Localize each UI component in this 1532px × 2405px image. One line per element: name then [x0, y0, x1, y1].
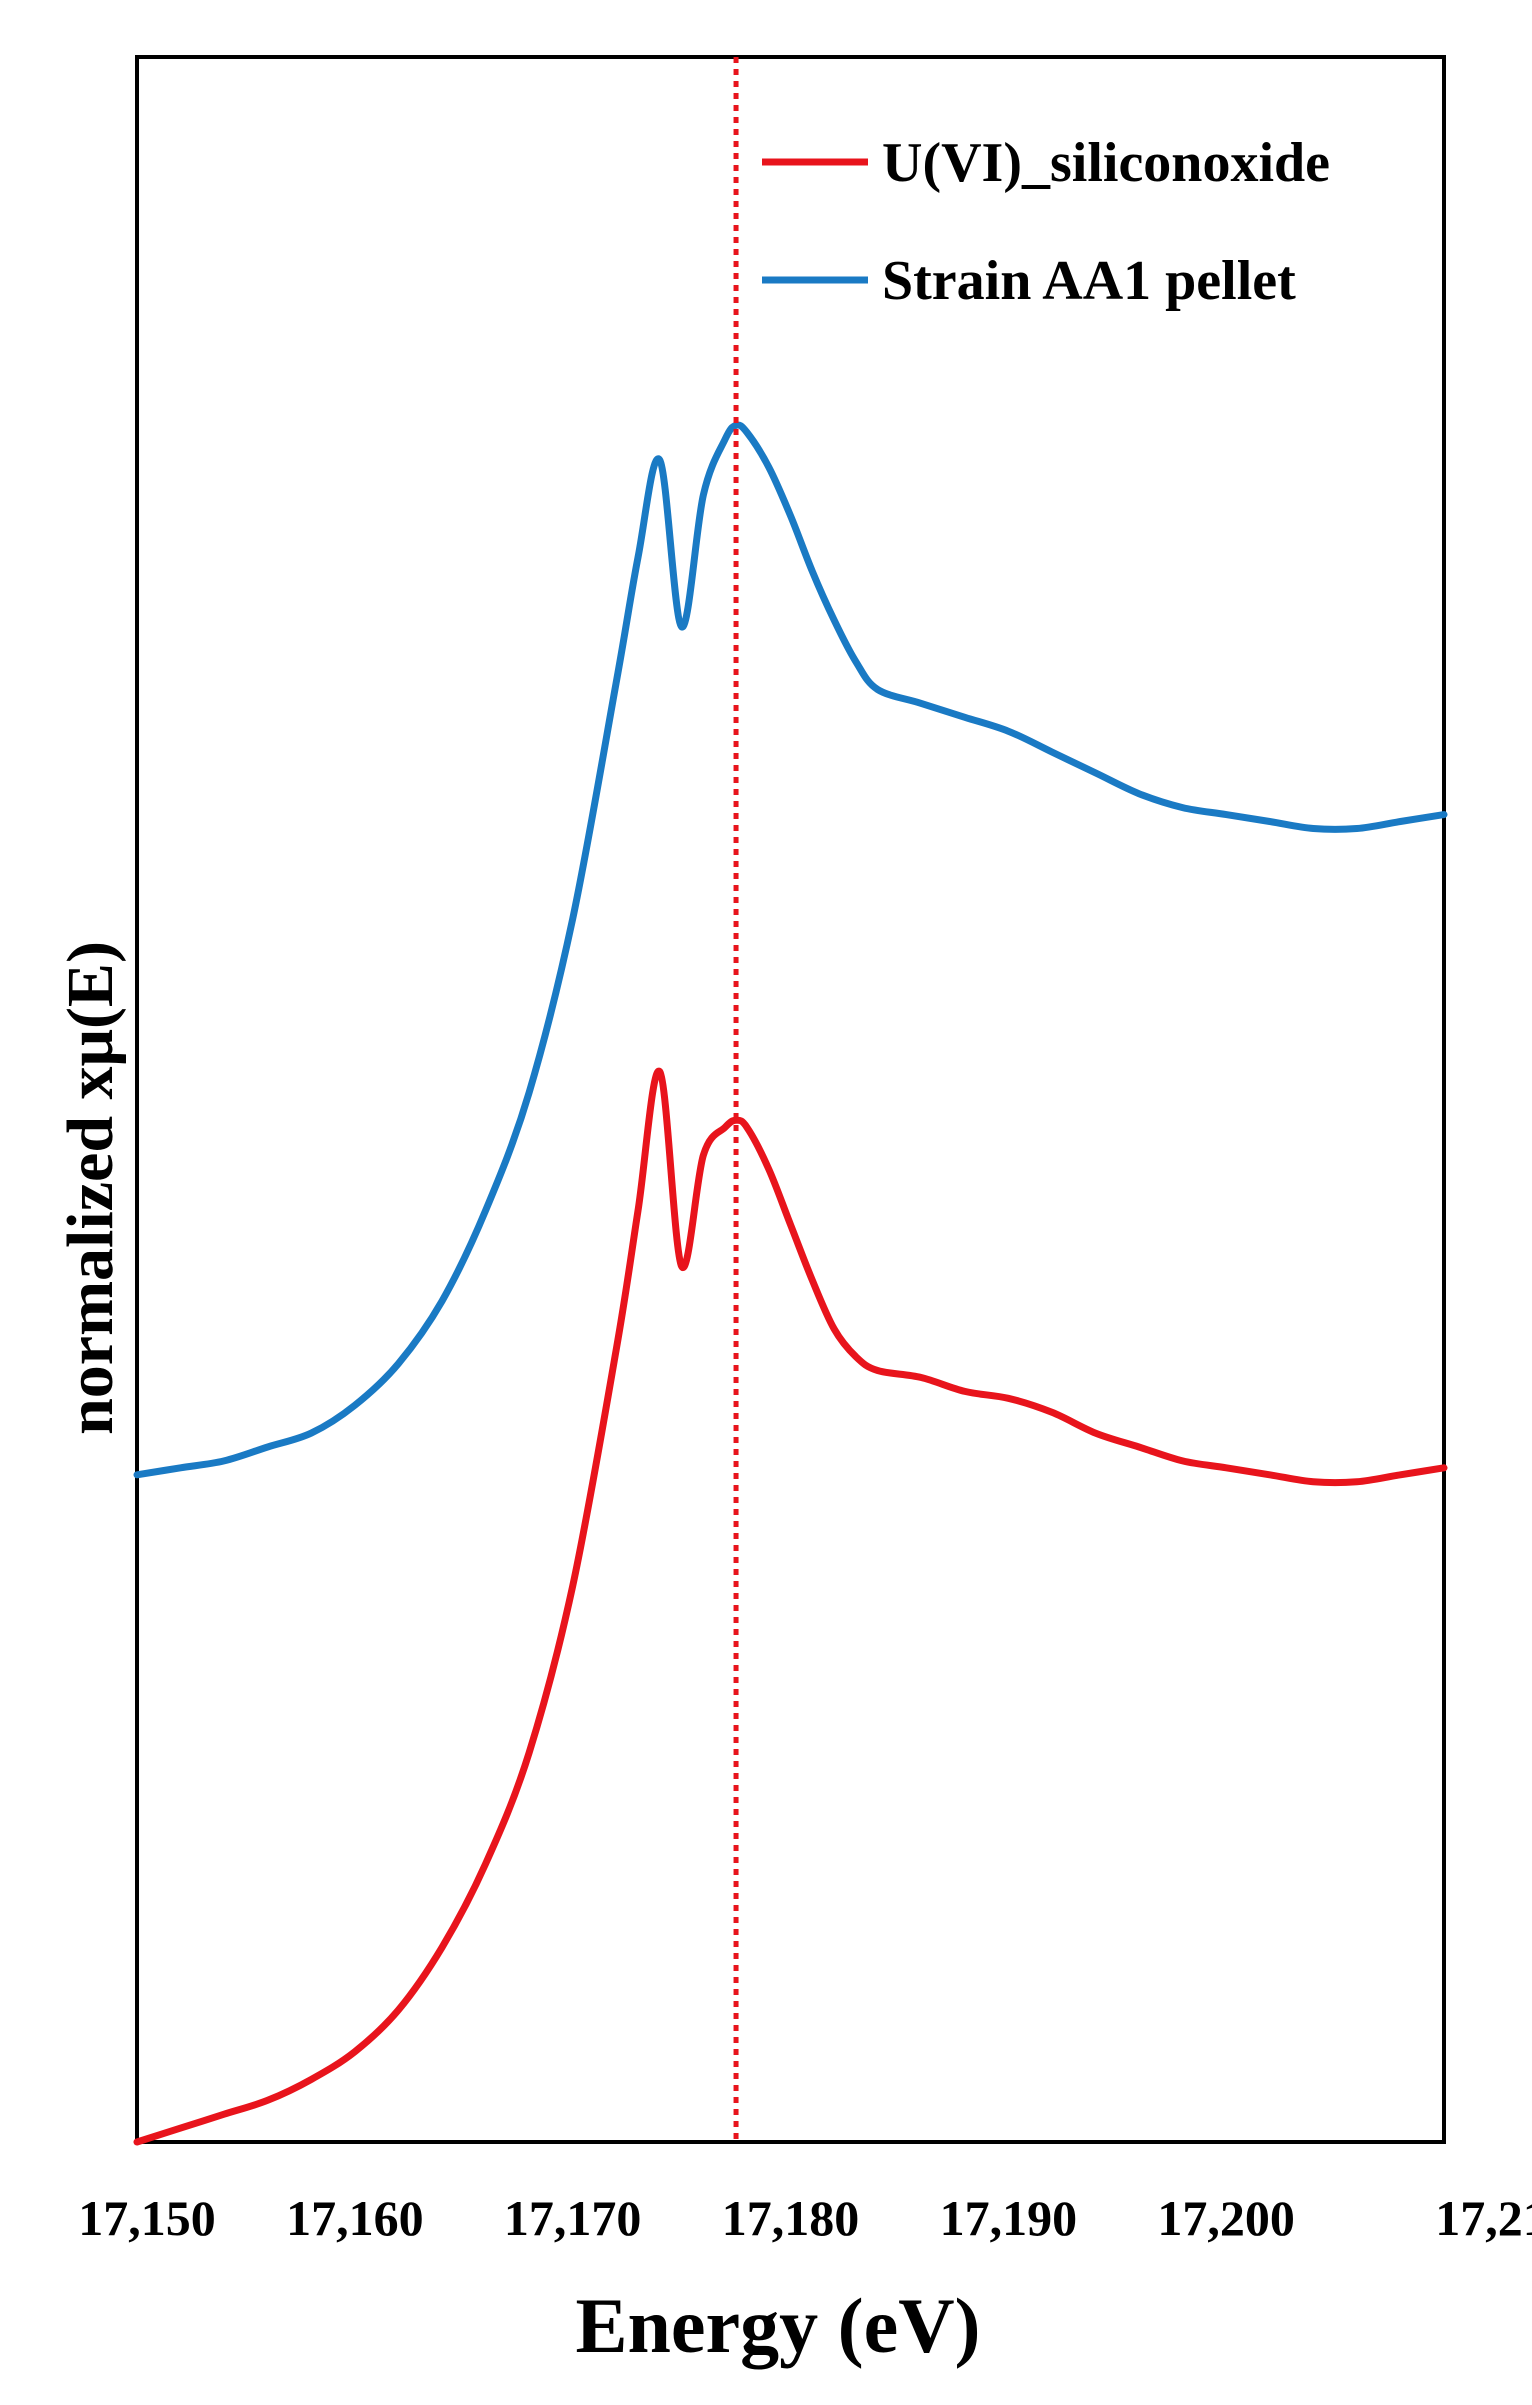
x-tick-label: 17,150 — [78, 2190, 216, 2246]
series-layer — [133, 421, 1448, 2146]
x-tick-label: 17,180 — [722, 2190, 860, 2246]
legend-label: U(VI)_siliconoxide — [882, 132, 1330, 194]
x-tick-label: 17,200 — [1157, 2190, 1295, 2246]
x-axis-title: Energy (eV) — [575, 2282, 980, 2369]
series-line-0 — [133, 1067, 1448, 2146]
x-tick-label: 17,160 — [286, 2190, 424, 2246]
legend-label: Strain AA1 pellet — [882, 250, 1296, 312]
x-tick-label: 17,190 — [940, 2190, 1078, 2246]
plot-area-frame — [135, 55, 1446, 2144]
x-tick-labels: 17,150 17,160 17,170 17,180 17,190 17,200 17,2… — [78, 2190, 1532, 2246]
series-line-1 — [133, 421, 1448, 1479]
legend: U(VI)_siliconoxide Strain AA1 pellet — [762, 132, 1330, 312]
x-tick-label: 17,210 — [1435, 2190, 1532, 2246]
x-tick-label: 17,170 — [504, 2190, 642, 2246]
y-axis-title: normalized xμ(E) — [54, 941, 127, 1435]
